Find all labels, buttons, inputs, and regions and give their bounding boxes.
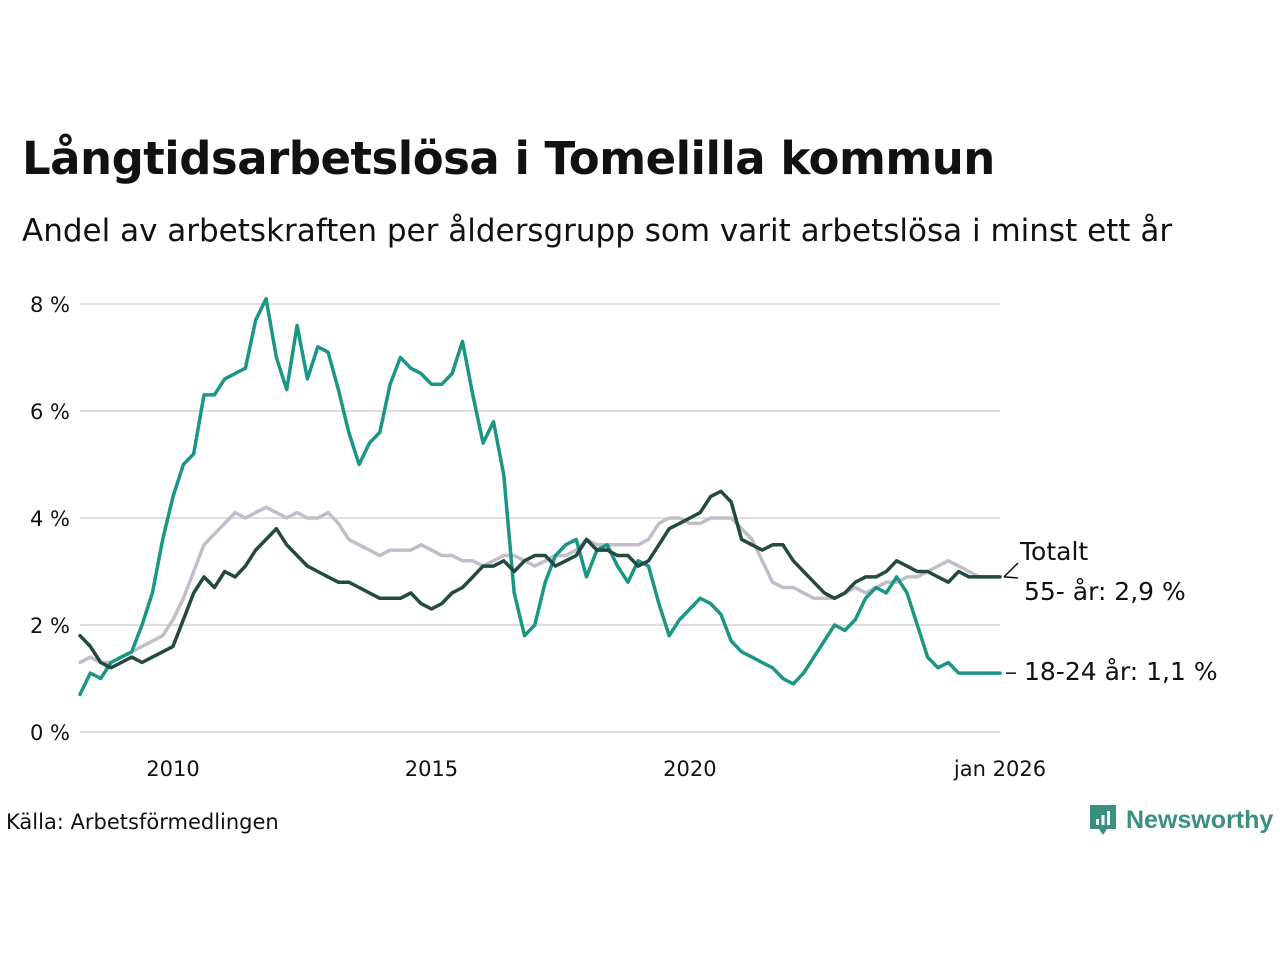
end-label-total: Totalt	[1019, 537, 1088, 566]
brand-logo[interactable]: Newsworthy	[1088, 803, 1273, 837]
y-tick-label: 2 %	[30, 614, 70, 638]
series-lines	[78, 296, 1002, 697]
end-labels: Totalt 55- år: 2,9 % 18-24 år: 1,1 %	[1003, 537, 1218, 686]
y-axis-ticks: 0 % 2 % 4 % 6 % 8 %	[30, 293, 70, 745]
x-axis-ticks: 2010 2015 2020 jan 2026	[146, 757, 1046, 781]
end-label-youth: 18-24 år: 1,1 %	[1024, 657, 1218, 686]
end-label-senior: 55- år: 2,9 %	[1024, 577, 1186, 606]
y-tick-label: 0 %	[30, 721, 70, 745]
x-tick-label: 2015	[405, 757, 458, 781]
newsworthy-logo-icon	[1090, 805, 1116, 835]
x-tick-label: jan 2026	[953, 757, 1046, 781]
leader-line-senior	[1003, 576, 1019, 579]
grid-lines	[80, 303, 1000, 733]
x-tick-label: 2010	[146, 757, 199, 781]
y-tick-label: 6 %	[30, 400, 70, 424]
leader-line-total	[1003, 562, 1019, 578]
series-line-total	[78, 489, 1002, 670]
source-note: Källa: Arbetsförmedlingen	[6, 810, 279, 834]
chart-title: Långtidsarbetslösa i Tomelilla kommun	[22, 132, 995, 185]
series-line-youth	[78, 296, 1002, 697]
chart-subtitle: Andel av arbetskraften per åldersgrupp s…	[22, 213, 1173, 249]
brand-name: Newsworthy	[1126, 805, 1274, 834]
y-tick-label: 4 %	[30, 507, 70, 531]
x-tick-label: 2020	[663, 757, 716, 781]
y-tick-label: 8 %	[30, 293, 70, 317]
